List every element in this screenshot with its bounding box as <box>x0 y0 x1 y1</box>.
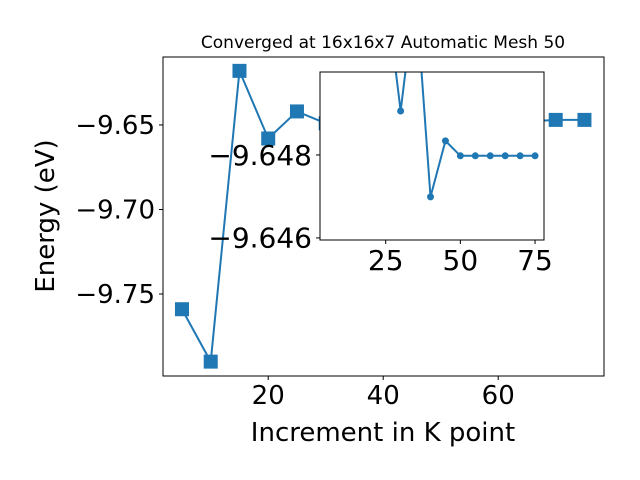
y-tick-label: −9.65 <box>75 111 155 141</box>
data-point <box>577 112 592 127</box>
data-point <box>174 302 189 317</box>
data-point <box>516 152 524 160</box>
data-point <box>486 152 494 160</box>
data-point <box>441 137 449 145</box>
y-tick-label: −9.75 <box>75 280 155 310</box>
data-point <box>531 152 539 160</box>
data-point <box>427 193 435 201</box>
x-tick-label: 75 <box>517 244 553 277</box>
axes-frame <box>319 71 545 241</box>
x-tick-label: 40 <box>367 381 400 411</box>
data-point <box>456 152 464 160</box>
data-point <box>548 112 563 127</box>
data-point <box>471 152 479 160</box>
x-axis-label: Increment in K point <box>251 418 515 448</box>
y-tick-label: −9.648 <box>208 139 312 172</box>
data-point <box>261 131 276 146</box>
data-point <box>232 63 247 78</box>
data-point <box>501 152 509 160</box>
chart-title: Converged at 16x16x7 Automatic Mesh 50 <box>201 33 565 53</box>
x-tick-label: 25 <box>368 244 404 277</box>
data-point <box>289 104 304 119</box>
x-tick-label: 50 <box>443 244 479 277</box>
x-tick-label: 20 <box>252 381 285 411</box>
x-tick-label: 60 <box>482 381 515 411</box>
data-point <box>203 354 218 369</box>
y-axis-label: Energy (eV) <box>31 139 61 292</box>
data-point <box>397 107 405 115</box>
y-tick-label: −9.70 <box>75 196 155 226</box>
y-tick-label: −9.646 <box>208 222 312 255</box>
plot-clip <box>394 72 539 201</box>
